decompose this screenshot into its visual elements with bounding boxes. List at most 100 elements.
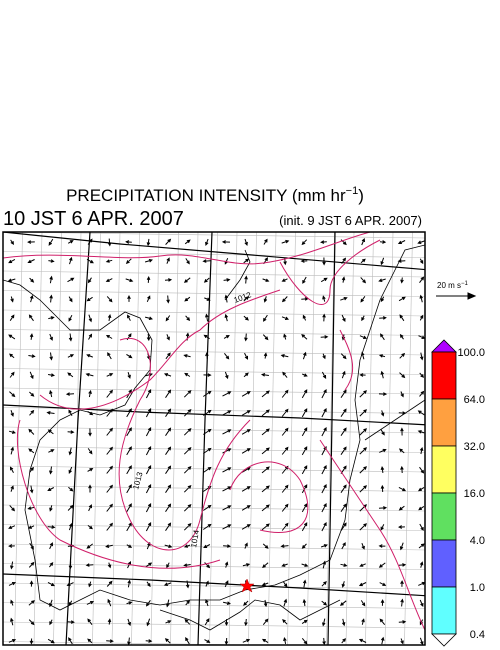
wind-arrow — [302, 598, 307, 607]
wind-arrow — [281, 278, 288, 282]
wind-arrow — [241, 448, 251, 454]
wind-arrow — [68, 561, 73, 570]
grid-line — [3, 582, 425, 590]
meridian — [197, 232, 213, 645]
wind-arrow — [127, 314, 131, 321]
wind-arrow — [302, 373, 308, 377]
wind-arrow — [48, 373, 55, 377]
wind-arrow — [203, 277, 210, 283]
wind-arrow — [302, 579, 307, 588]
wind-arrow — [341, 638, 347, 644]
wind-arrow — [28, 561, 35, 568]
wind-arrow — [127, 372, 131, 379]
wind-arrow — [399, 314, 405, 322]
wind-arrow — [301, 427, 308, 437]
wind-arrow — [165, 522, 172, 531]
wind-arrow — [340, 389, 347, 398]
wind-arrow — [8, 639, 17, 643]
wind-arrow — [144, 316, 153, 320]
wind-arrow — [261, 409, 270, 417]
wind-arrow — [301, 522, 308, 532]
wind-arrow — [203, 334, 210, 340]
wind-arrow — [321, 371, 327, 380]
wind-arrow — [49, 542, 53, 550]
wind-arrow — [48, 449, 55, 453]
map-grid — [3, 232, 425, 645]
wind-arrow — [29, 542, 34, 550]
wind-arrow — [380, 524, 385, 531]
wind-arrow — [49, 619, 53, 626]
wind-arrow — [86, 601, 95, 605]
wind-arrow — [105, 544, 113, 548]
wind-arrow — [88, 333, 93, 340]
wind-arrow — [301, 465, 308, 475]
wind-arrow — [419, 276, 425, 283]
wind-arrow — [302, 351, 307, 360]
wind-arrow — [48, 259, 55, 263]
wind-arrow — [320, 240, 327, 244]
wind-arrow — [27, 259, 35, 263]
wind-arrow — [321, 389, 327, 399]
wind-arrow — [10, 446, 14, 455]
grid-line — [3, 348, 425, 356]
wind-arrow — [146, 333, 151, 342]
map-background — [3, 232, 425, 645]
wind-arrow — [67, 620, 75, 624]
wind-arrow — [86, 296, 93, 302]
wind-arrow — [322, 353, 326, 360]
wind-arrow — [398, 525, 405, 529]
wind-arrow — [29, 466, 34, 473]
colorbar-label: 1.0 — [470, 582, 485, 594]
wind-arrow — [378, 278, 386, 282]
wind-arrow — [301, 543, 307, 549]
grid-line — [14, 232, 23, 645]
wind-arrow — [263, 599, 268, 608]
colorbar: 100.0 64.0 32.0 16.0 4.0 1.0 0.4 — [431, 339, 485, 647]
wind-arrow — [224, 294, 229, 303]
wind-arrow — [224, 580, 229, 588]
wind-arrow — [10, 239, 14, 246]
wind-arrow — [68, 333, 73, 342]
wind-arrow — [106, 296, 113, 303]
wind-arrow — [184, 372, 191, 377]
wind-arrow — [7, 278, 16, 282]
wind-vectors — [7, 237, 425, 645]
wind-arrow — [379, 240, 387, 244]
wind-arrow — [378, 506, 388, 510]
wind-arrow — [260, 373, 269, 377]
wind-arrow — [341, 276, 346, 283]
wind-arrow — [321, 427, 327, 437]
wind-arrow — [9, 466, 14, 473]
wind-arrow — [380, 636, 385, 645]
wind-arrow — [400, 580, 404, 587]
wind-arrow — [205, 352, 209, 359]
wind-arrow — [419, 258, 424, 265]
wind-arrow — [28, 600, 35, 606]
wind-arrow — [8, 582, 17, 586]
wind-arrow — [397, 259, 406, 263]
wind-arrow — [163, 373, 172, 377]
wind-arrow — [301, 563, 309, 567]
colorbar-segment — [431, 492, 457, 541]
wind-arrow — [10, 296, 14, 303]
map-title: PRECIPITATION INTENSITY (mm hr−1) — [66, 185, 364, 205]
wind-arrow — [262, 562, 269, 569]
wind-arrow — [29, 409, 35, 416]
grid-line — [3, 446, 425, 453]
grid-line — [3, 309, 425, 317]
wind-arrow — [145, 484, 152, 494]
wind-arrow — [85, 373, 94, 377]
wind-arrow — [67, 354, 75, 358]
wind-arrow — [166, 599, 170, 608]
wind-arrow — [8, 544, 15, 548]
wind-arrow — [379, 316, 387, 320]
wind-arrow — [9, 314, 15, 321]
wind-arrow — [67, 504, 74, 511]
wind-arrow — [28, 354, 36, 358]
wind-arrow — [126, 484, 132, 494]
location-star — [239, 578, 255, 593]
wind-arrow — [283, 598, 288, 607]
wind-arrow — [359, 466, 367, 474]
wind-arrow — [166, 295, 170, 304]
